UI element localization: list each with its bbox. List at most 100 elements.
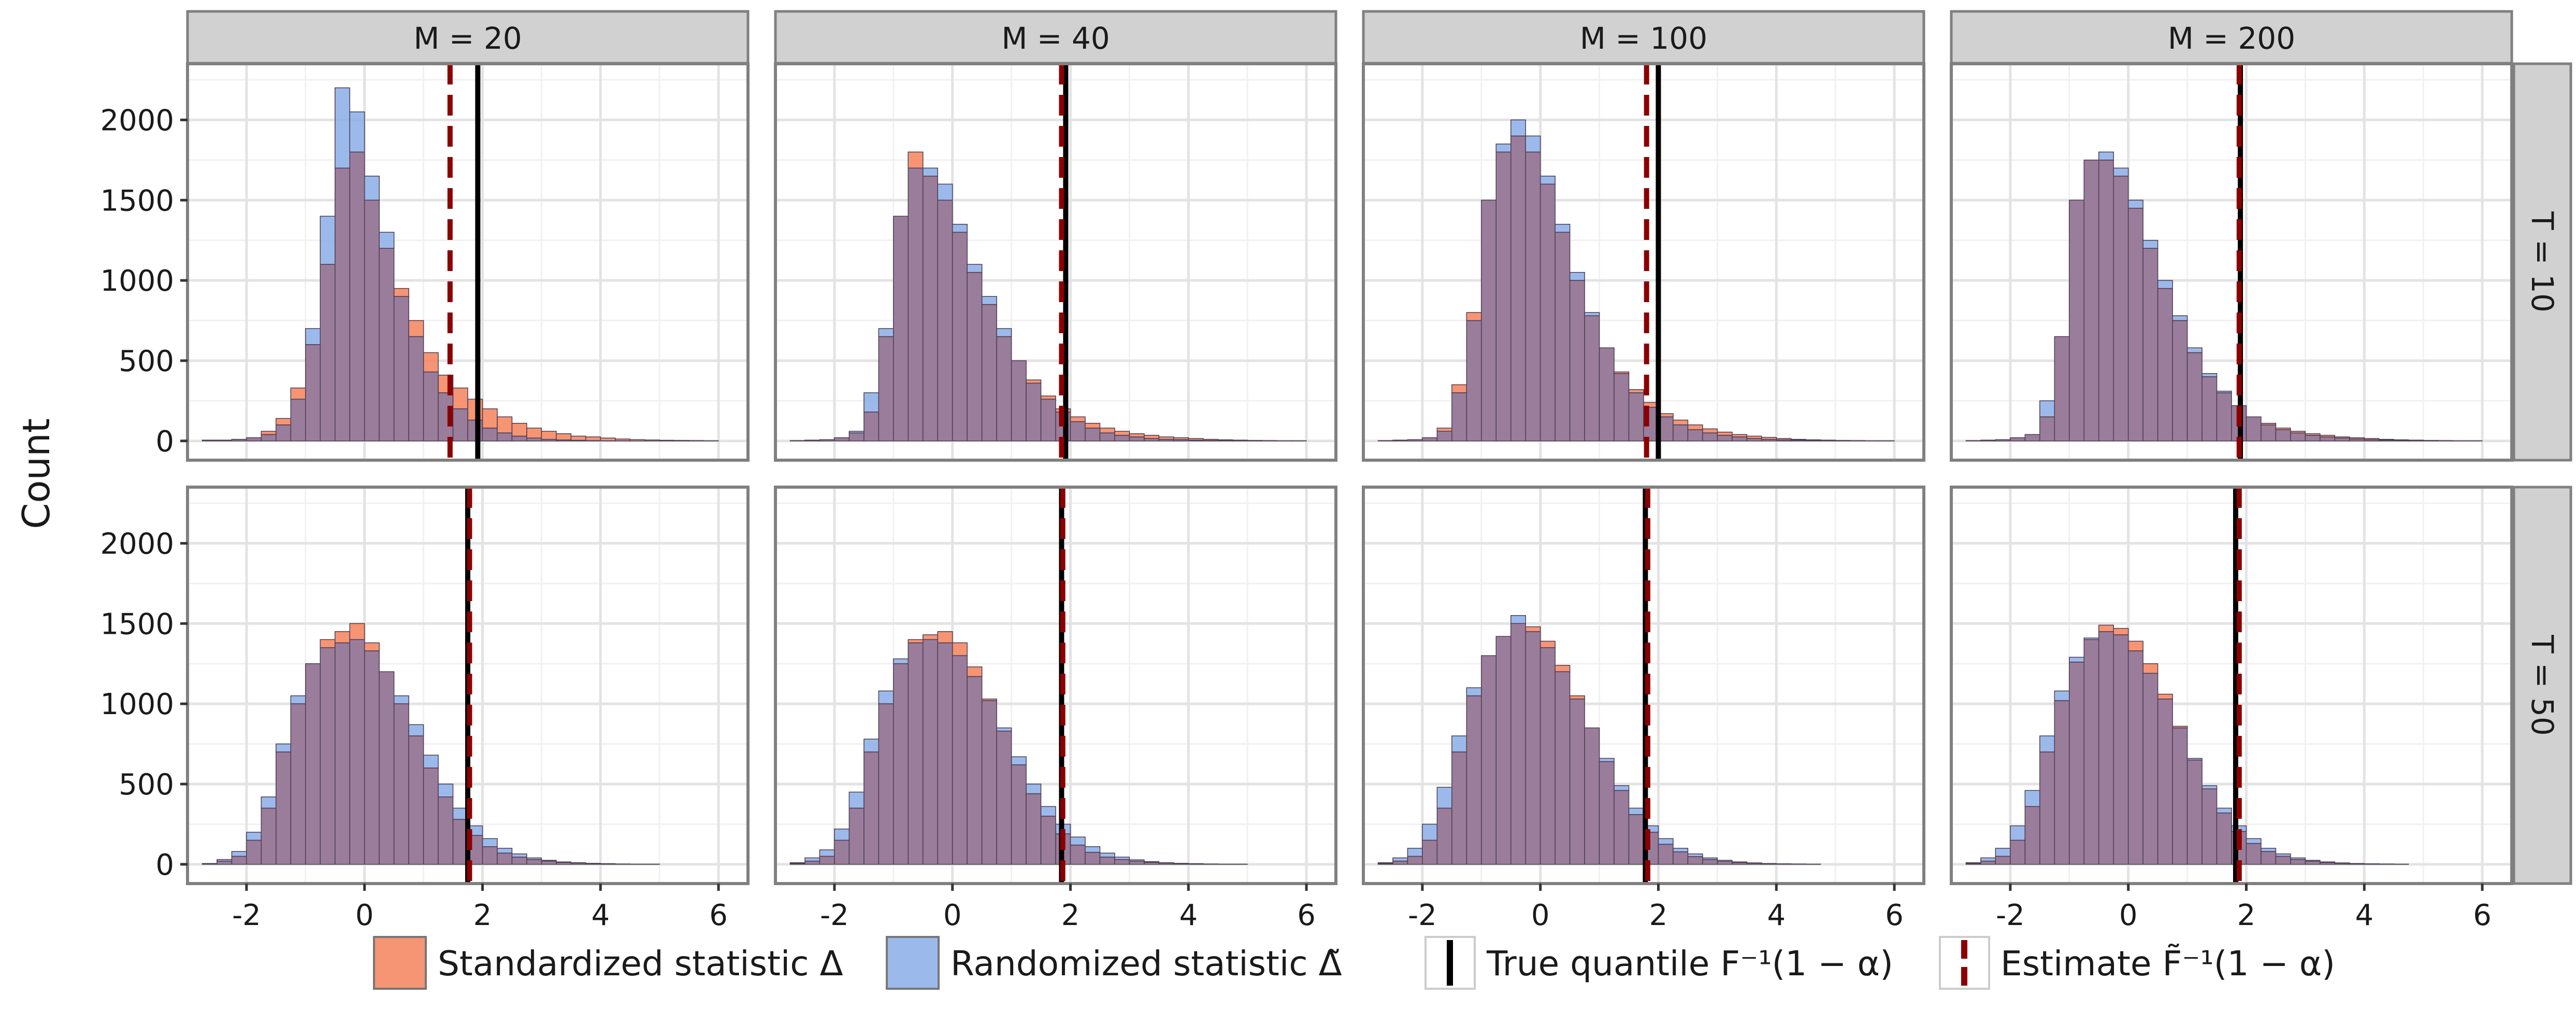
overlap-bar [2157, 699, 2173, 865]
y-axis-title: Count [15, 418, 58, 529]
randomized-bar [217, 859, 233, 862]
standardized-bar [1776, 438, 1792, 440]
overlap-bar [893, 216, 909, 442]
randomized-bar [1040, 806, 1056, 817]
overlap-bar [1628, 814, 1644, 865]
randomized-bar [1392, 857, 1408, 862]
legend-item: Estimate F̃⁻¹(1 − α) [1939, 936, 2335, 990]
panel-border [774, 486, 1337, 885]
randomized-bar [1466, 687, 1482, 696]
legend-item: Standardized statistic Δ [373, 936, 843, 990]
standardized-bar [1732, 434, 1748, 437]
standardized-bar [2113, 628, 2129, 635]
standardized-bar [2275, 428, 2291, 430]
randomized-bar [2039, 400, 2055, 418]
standardized-bar [1835, 440, 1851, 442]
x-tick-label: 2 [2237, 899, 2256, 932]
y-tick-label: 1000 [100, 688, 174, 721]
randomized-bar [1555, 223, 1571, 233]
standardized-bar [349, 623, 365, 640]
overlap-bar [1422, 840, 1438, 865]
randomized-bar [1614, 785, 1630, 791]
histogram-bars [202, 623, 660, 865]
standardized-bar [1114, 431, 1130, 436]
overlap-bar [1040, 816, 1056, 865]
histogram-bars [1965, 151, 2483, 442]
standardized-bar [276, 418, 292, 425]
overlap-bar [1129, 436, 1145, 442]
overlap-bar [511, 857, 527, 865]
overlap-bar [1114, 859, 1130, 865]
overlap-bar [1980, 439, 1996, 442]
overlap-bar [2127, 650, 2143, 865]
standardized-bar [1761, 437, 1777, 440]
randomized-bar [1144, 861, 1160, 863]
standardized-bar [1525, 626, 1541, 632]
overlap-bar [967, 676, 983, 865]
overlap-bar [393, 703, 409, 865]
column-strip-bg [186, 10, 750, 65]
legend: Standardized statistic Δ Randomized stati… [373, 936, 2335, 990]
randomized-bar [2186, 347, 2203, 353]
standardized-bar [2378, 438, 2394, 441]
standardized-bar [1188, 438, 1204, 441]
panel-border [1362, 62, 1925, 462]
overlap-bar [1466, 320, 1482, 442]
randomized-bar [1377, 862, 1393, 864]
overlap-bar [804, 439, 821, 442]
histogram-bars [789, 631, 1248, 865]
randomized-bar [2069, 657, 2085, 663]
overlap-bar [1011, 360, 1027, 442]
overlap-bar [2172, 727, 2188, 865]
overlap-bar [2010, 840, 2026, 865]
overlap-bar [1436, 431, 1452, 442]
overlap-bar [364, 200, 380, 442]
standardized-bar [659, 439, 675, 442]
randomized-bar [893, 658, 909, 664]
standardized-bar [423, 352, 439, 373]
overlap-bar [878, 336, 894, 442]
randomized-bar [834, 828, 850, 841]
standardized-bar [393, 288, 409, 297]
randomized-bar [511, 853, 527, 858]
overlap-bar [1673, 424, 1689, 442]
overlap-bar [2201, 788, 2218, 865]
overlap-bar [952, 655, 968, 865]
randomized-bar [364, 176, 380, 201]
overlap-bar [1584, 727, 1600, 865]
standardized-bar [1746, 435, 1762, 439]
randomized-bar [497, 848, 513, 854]
overlap-bar [1510, 623, 1526, 865]
y-tick-label: 500 [119, 345, 174, 378]
standardized-bar [1555, 665, 1571, 672]
randomized-bar [231, 851, 247, 857]
randomized-bar [1584, 312, 1600, 317]
overlap-bar [1569, 280, 1585, 442]
randomized-bar [1525, 135, 1541, 153]
overlap-bar [1392, 860, 1408, 865]
overlap-bar [305, 344, 321, 442]
standardized-bar [688, 440, 704, 442]
overlap-bar [482, 846, 498, 865]
standardized-bar [952, 642, 968, 656]
column-strip-label: M = 100 [1580, 21, 1707, 56]
overlap-bar [2113, 176, 2129, 442]
standardized-bar [2305, 433, 2321, 436]
overlap-bar [1702, 859, 1718, 865]
standardized-bar [2320, 435, 2336, 437]
overlap-bar [320, 647, 336, 865]
overlap-bar [2142, 248, 2158, 442]
overlap-bar [922, 639, 938, 865]
overlap-bar [276, 751, 292, 865]
standardized-bar [922, 634, 938, 640]
column-strip-bg [1950, 10, 2513, 65]
standardized-bar [408, 320, 424, 337]
randomized-bar [2275, 853, 2291, 857]
standardized-bar [600, 437, 616, 442]
standardized-bar [1466, 312, 1482, 321]
column-strip-label: M = 20 [413, 21, 522, 56]
overlap-bar [981, 304, 997, 442]
standardized-bar [2157, 693, 2173, 700]
standardized-bar [908, 151, 924, 169]
